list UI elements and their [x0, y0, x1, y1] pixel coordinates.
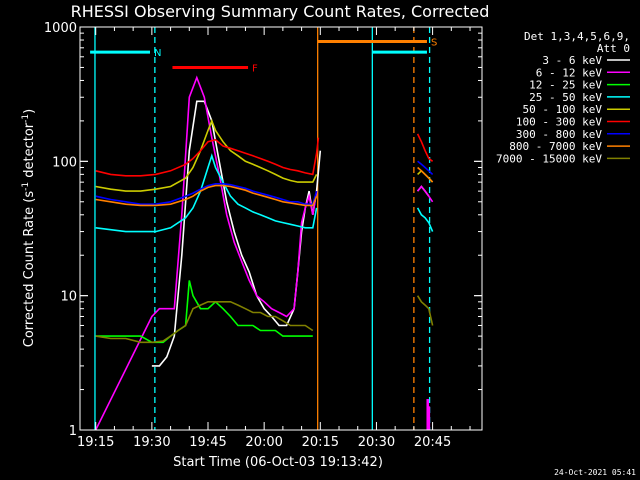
series-line — [95, 160, 434, 205]
legend-entry-label: 100 - 300 keV — [516, 116, 602, 129]
state-bar-label: N — [154, 48, 161, 59]
series-line — [95, 295, 434, 344]
legend-entry-label: 6 - 12 keV — [536, 66, 603, 79]
timestamp: 24-Oct-2021 05:41 — [554, 468, 636, 477]
x-tick-label: 20:30 — [358, 435, 395, 450]
legend-entry-label: 7000 - 15000 keV — [496, 152, 602, 165]
series-line — [95, 280, 313, 344]
x-tick-label: 19:30 — [133, 435, 170, 450]
y-tick-label: 1 — [69, 424, 77, 439]
legend-entry-label: 12 - 25 keV — [529, 79, 602, 92]
legend-header-line: Det 1,3,4,5,6,9, — [524, 30, 630, 43]
legend-entry-label: 300 - 800 keV — [516, 128, 602, 141]
y-axis-label-exponent: -1 — [21, 182, 31, 191]
state-bar-label: F — [252, 63, 258, 74]
legend-entry-label: 800 - 7000 keV — [509, 140, 602, 153]
plot-area: N F S — [90, 27, 437, 431]
y-axis-label-part: ) — [22, 109, 37, 114]
y-axis-label-exponent: -1 — [21, 114, 31, 123]
axes: 1 10 100 1000 19:15 19:30 19:45 20:00 20:15 20:30… — [44, 21, 483, 450]
legend-header-line: Att 0 — [597, 42, 630, 55]
series-line — [95, 133, 434, 177]
x-tick-label: 20:45 — [414, 435, 451, 450]
legend-entry-label: 25 - 50 keV — [529, 91, 602, 104]
series-line — [95, 153, 434, 233]
x-tick-label: 19:15 — [77, 435, 114, 450]
x-tick-label: 20:15 — [302, 435, 339, 450]
y-axis-label: Corrected Count Rate (s-1 detector-1) — [21, 109, 37, 347]
x-tick-label: 20:00 — [245, 435, 282, 450]
x-axis-label: Start Time (06-Oct-03 19:13:42) — [173, 455, 383, 470]
legend-entry-label: 3 - 6 keV — [542, 54, 602, 67]
series-line — [95, 118, 434, 192]
state-bar-label: S — [431, 37, 437, 48]
series-line — [94, 75, 434, 431]
y-tick-label: 1000 — [44, 21, 77, 36]
legend-entry-label: 50 - 100 keV — [523, 103, 603, 116]
series-line — [95, 166, 434, 207]
y-axis-label-part: Corrected Count Rate (s — [22, 191, 37, 348]
y-tick-label: 100 — [52, 155, 77, 170]
plot-frame — [79, 26, 483, 431]
y-tick-label: 10 — [60, 290, 77, 305]
y-axis-label-part: detector — [22, 122, 37, 182]
x-tick-label: 19:45 — [189, 435, 226, 450]
chart-title: RHESSI Observing Summary Count Rates, Co… — [71, 2, 490, 21]
